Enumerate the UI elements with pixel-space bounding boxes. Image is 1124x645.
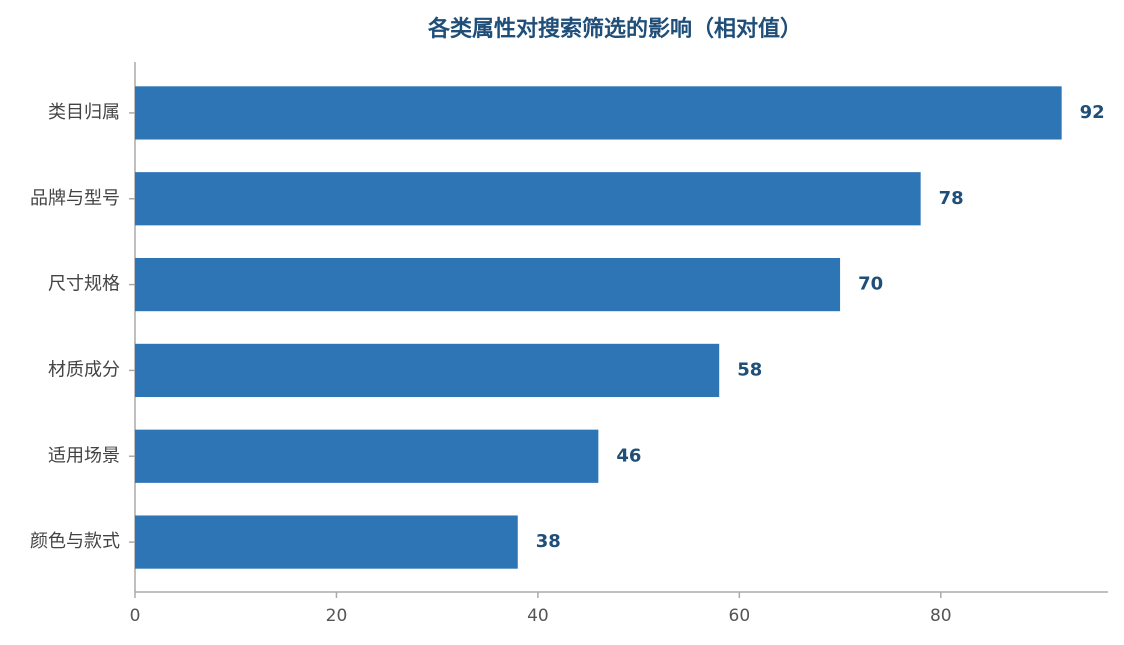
x-tick-label: 20	[326, 606, 348, 626]
bar	[135, 86, 1062, 140]
value-label: 58	[737, 359, 762, 380]
x-tick-label: 0	[130, 606, 141, 626]
value-label: 38	[536, 531, 561, 552]
value-label: 78	[939, 188, 964, 209]
y-tick-label: 适用场景	[48, 445, 120, 466]
value-label: 46	[616, 445, 641, 466]
value-label: 92	[1080, 102, 1105, 123]
x-tick-label: 80	[930, 606, 952, 626]
y-tick-label: 颜色与款式	[30, 531, 120, 552]
x-tick-label: 60	[729, 606, 751, 626]
bar	[135, 515, 518, 569]
x-tick-label: 40	[527, 606, 549, 626]
chart-title: 各类属性对搜索筛选的影响（相对值）	[427, 16, 802, 42]
y-tick-label: 类目归属	[48, 102, 120, 123]
y-tick-label: 品牌与型号	[30, 188, 120, 209]
y-tick-label: 尺寸规格	[48, 274, 120, 295]
bar	[135, 343, 720, 398]
y-tick-label: 材质成分	[48, 359, 120, 380]
bar	[135, 257, 841, 312]
value-label: 70	[858, 274, 883, 295]
bar	[135, 429, 599, 483]
bar	[135, 172, 921, 226]
